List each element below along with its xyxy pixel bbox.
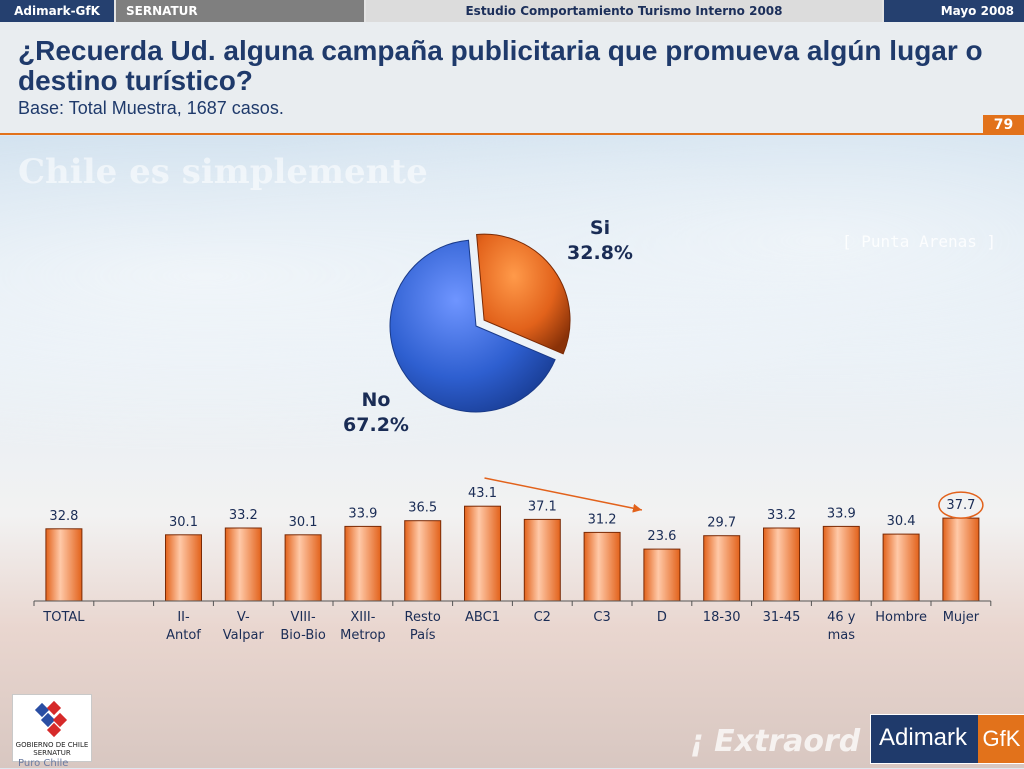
x-tick-label: País	[410, 628, 436, 643]
gov-logo-title: GOBIERNO DE CHILE	[15, 741, 89, 749]
x-tick-label: TOTAL	[42, 610, 85, 625]
page-title: ¿Recuerda Ud. alguna campaña publicitari…	[18, 35, 983, 96]
adimark-gfk-logo: Adimark GfK	[870, 714, 1024, 764]
x-tick-label: VIII-	[291, 610, 316, 625]
x-tick-label: mas	[828, 628, 856, 643]
bar-value-label: 30.4	[887, 514, 916, 529]
pie-label-si: Si 32.8%	[560, 216, 640, 266]
background-bottom-text: ¡ Extraord	[690, 724, 861, 759]
bar	[643, 548, 681, 602]
bar	[523, 518, 561, 602]
bar	[822, 525, 860, 602]
bar-value-label: 29.7	[707, 516, 736, 531]
top-bar: Adimark-GfK SERNATUR Estudio Comportamie…	[0, 0, 1024, 22]
x-tick-label: C2	[534, 610, 551, 625]
x-tick-label: Mujer	[943, 610, 980, 625]
date-label: Mayo 2008	[884, 0, 1024, 22]
bar-value-label: 32.8	[49, 509, 78, 524]
bar	[882, 533, 920, 602]
bar-chart: 32.8 30.1 33.2 30.1 33.9 36.5 43.1 37.1 31.2 23.6…	[33, 477, 992, 643]
pie-label-si-value: 32.8%	[567, 242, 633, 264]
bar-value-label: 33.9	[348, 506, 377, 521]
bar-value-label: 30.1	[169, 515, 198, 530]
pie-label-si-name: Si	[589, 217, 611, 239]
pie-slice-no	[389, 239, 556, 413]
x-tick-label: V-	[237, 610, 250, 625]
x-tick-label: Valpar	[223, 628, 265, 643]
bar-value-label: 43.1	[468, 486, 497, 501]
bar-value-label: 33.2	[229, 508, 258, 523]
x-tick-label: C3	[593, 610, 610, 625]
bar	[224, 527, 262, 602]
bar-value-label: 23.6	[647, 529, 676, 544]
bar	[464, 505, 501, 602]
x-tick-label: Bio-Bio	[280, 628, 325, 643]
page-subtitle: Base: Total Muestra, 1687 casos.	[18, 98, 284, 118]
x-tick-label: ABC1	[465, 610, 500, 625]
pie-label-no: No 67.2%	[336, 388, 416, 438]
trend-arrow	[484, 477, 643, 513]
pie-slice-si	[476, 233, 571, 355]
gov-logo-sub: SERNATUR	[33, 749, 71, 757]
puro-chile-text: Puro Chile	[18, 758, 69, 769]
study-title: Estudio Comportamiento Turismo Interno 2…	[366, 0, 882, 22]
header-divider	[0, 133, 1024, 135]
highlight-circle	[938, 491, 984, 519]
bar	[942, 517, 980, 602]
x-tick-label: 46 y	[827, 610, 856, 625]
bar-value-label: 30.1	[289, 515, 318, 530]
gfk-logo-box: GfK	[978, 715, 1024, 763]
bar-value-label: 33.2	[767, 508, 796, 523]
page-number-badge: 79	[983, 115, 1024, 135]
bar-value-label: 31.2	[588, 512, 617, 527]
bar-value-label: 37.1	[528, 499, 557, 514]
client-label: SERNATUR	[116, 0, 364, 22]
background-place-label: [ Punta Arenas ]	[842, 232, 997, 251]
x-tick-label: 18-30	[703, 610, 741, 625]
bar	[703, 535, 741, 602]
x-tick-label: 31-45	[763, 610, 801, 625]
x-tick-label: Antof	[166, 628, 201, 643]
gov-flag-icon	[34, 700, 68, 738]
adimark-logo-word: Adimark	[879, 724, 968, 751]
bar	[763, 527, 800, 602]
gobierno-de-chile-logo: GOBIERNO DE CHILE SERNATUR	[12, 694, 92, 762]
x-tick-label: XIII-	[350, 610, 375, 625]
pie-label-no-value: 67.2%	[343, 414, 409, 436]
bar	[344, 525, 382, 602]
bar	[45, 528, 83, 602]
x-tick-label: Resto	[405, 610, 441, 625]
bar-value-label: 37.7	[946, 498, 975, 513]
bar	[583, 531, 621, 602]
x-tick-label: D	[657, 610, 667, 625]
x-tick-label: Metrop	[340, 628, 386, 643]
background-slogan: Chile es simplemente	[18, 152, 428, 192]
bar	[165, 534, 202, 602]
bar-value-label: 33.9	[827, 506, 856, 521]
bar-series: 32.8 30.1 33.2 30.1 33.9 36.5 43.1 37.1 31.2 23.6…	[45, 486, 980, 602]
gov-logo-text: GOBIERNO DE CHILE SERNATUR	[13, 741, 91, 757]
header-panel	[0, 22, 1024, 134]
x-tick-label: Hombre	[875, 610, 927, 625]
x-tick-label: II-	[177, 610, 190, 625]
brand-label: Adimark-GfK	[0, 0, 114, 22]
bar-value-label: 36.5	[408, 501, 437, 516]
pie-label-no-name: No	[361, 389, 391, 411]
bar	[284, 534, 322, 602]
bar	[404, 520, 442, 602]
